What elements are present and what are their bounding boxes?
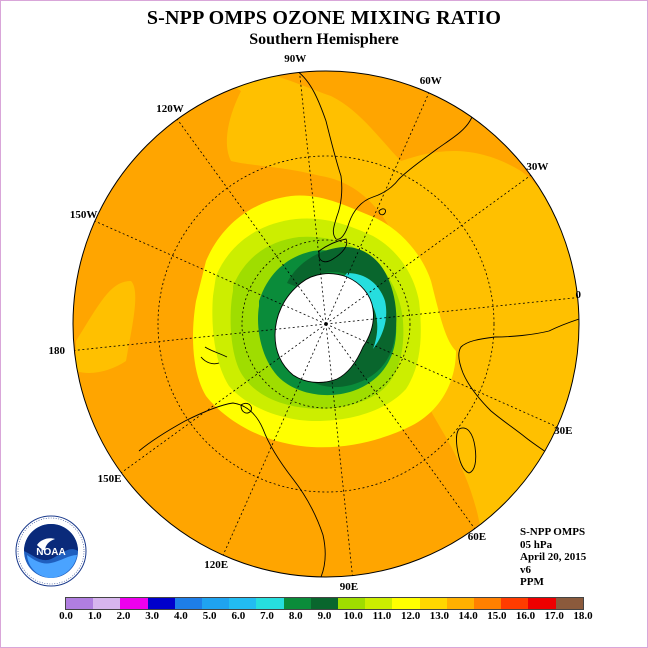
colorbar-segment xyxy=(392,598,420,609)
longitude-label: 60W xyxy=(419,74,442,87)
longitude-label: 90W xyxy=(284,53,307,66)
colorbar-tick-label: 12.0 xyxy=(401,610,421,622)
colorbar-segment xyxy=(229,598,257,609)
colorbar-segment xyxy=(446,598,475,609)
antarctica-landmass xyxy=(275,273,374,383)
colorbar-segment xyxy=(338,598,366,609)
colorbar-tick-label: 0.0 xyxy=(59,610,73,622)
meridian-line xyxy=(325,323,476,529)
madagascar-coast xyxy=(455,427,477,474)
australia-coast xyxy=(138,402,326,577)
colorbar-segment xyxy=(474,598,502,609)
meridian-line xyxy=(325,174,531,325)
longitude-label: 120E xyxy=(204,559,229,572)
ozone-band-7-8 xyxy=(341,273,387,349)
colorbar-tick-label: 6.0 xyxy=(231,610,246,622)
tasmania-coast xyxy=(240,402,252,414)
meridian-line xyxy=(325,323,558,428)
colorbar-segment xyxy=(93,598,121,609)
meridian-line xyxy=(94,220,327,325)
colorbar-tick-label: 16.0 xyxy=(515,610,536,622)
colorbar-segment xyxy=(555,598,583,609)
antarctica-coast xyxy=(274,273,374,383)
colorbar-segment xyxy=(120,598,148,609)
chart-title: S-NPP OMPS OZONE MIXING RATIO xyxy=(146,7,502,29)
meridian-line xyxy=(325,92,430,325)
product-info: S-NPP OMPS 05 hPa April 20, 2015 v6 PPM xyxy=(520,526,586,589)
meridian-line xyxy=(176,119,327,325)
ozone-band-13-14-patch xyxy=(191,71,579,531)
colorbar-tick-label: 5.0 xyxy=(202,610,217,622)
noaa-logo-icon: NOAA xyxy=(15,515,87,587)
meridian-line xyxy=(299,72,327,325)
colorbar-tick-label: 18.0 xyxy=(573,610,593,622)
svg-text:NOAA: NOAA xyxy=(36,547,65,558)
colorbar xyxy=(65,597,584,610)
meridian-line xyxy=(325,323,353,576)
colorbar-segment xyxy=(174,598,203,609)
colorbar-tick-label: 3.0 xyxy=(145,610,160,622)
colorbar-segment xyxy=(66,598,94,609)
colorbar-segment xyxy=(365,598,393,609)
colorbar-segment xyxy=(310,598,339,609)
africa-coast xyxy=(458,318,579,458)
colorbar-tick-label: 11.0 xyxy=(372,610,392,622)
colorbar-tick-label: 13.0 xyxy=(429,610,449,622)
chart-subtitle: Southern Hemisphere xyxy=(249,31,399,48)
ozone-band-13-14-left xyxy=(76,281,136,373)
longitude-label: 180 xyxy=(48,344,65,357)
colorbar-tick-label: 4.0 xyxy=(174,610,188,622)
lat-circle-60s xyxy=(241,239,411,409)
meridian-line xyxy=(121,323,327,474)
colorbar-tick-label: 8.0 xyxy=(288,610,303,622)
colorbar-segment xyxy=(283,598,311,609)
longitude-label: 120W xyxy=(156,102,184,115)
units-label: PPM xyxy=(520,576,544,588)
colorbar-segment xyxy=(501,598,529,609)
longitude-label: 30W xyxy=(526,161,549,174)
colorbar-tick-label: 14.0 xyxy=(458,610,478,622)
meridians xyxy=(74,72,578,576)
lat-circle-30s xyxy=(157,155,495,493)
longitude-label: 150E xyxy=(97,472,122,485)
colorbar-segment xyxy=(419,598,447,609)
instrument-label: S-NPP OMPS xyxy=(520,526,586,538)
colorbar-segment xyxy=(202,598,230,609)
falklands-coast xyxy=(378,208,386,216)
longitude-label: 60E xyxy=(467,531,487,544)
version-label: v6 xyxy=(520,563,531,576)
new-zealand-coast xyxy=(200,346,228,365)
map-border xyxy=(72,70,580,578)
pressure-label: 05 hPa xyxy=(520,538,553,551)
colorbar-tick-label: 10.0 xyxy=(343,610,363,622)
meridian-line xyxy=(74,323,327,351)
colorbar-tick-label: 17.0 xyxy=(544,610,564,622)
meridian-line xyxy=(325,297,578,325)
colorbar-segment xyxy=(528,598,556,609)
longitude-label: 0 xyxy=(575,289,582,302)
meridian-line xyxy=(222,323,327,556)
graticule xyxy=(74,72,578,576)
colorbar-segment xyxy=(147,598,175,609)
colorbar-tick-label: 7.0 xyxy=(260,610,274,622)
colorbar-tick-label: 9.0 xyxy=(317,610,332,622)
longitude-label: 30E xyxy=(554,424,573,437)
colorbar-tick-label: 15.0 xyxy=(487,610,507,622)
colorbar-tick-label: 2.0 xyxy=(116,610,131,622)
date-label: April 20, 2015 xyxy=(520,551,587,563)
map-disk xyxy=(73,71,579,577)
longitude-label: 150W xyxy=(69,209,98,222)
colorbar-tick-label: 1.0 xyxy=(87,610,102,622)
antarctic-peninsula xyxy=(318,238,348,263)
colorbar-segment xyxy=(256,598,284,609)
longitude-label: 90E xyxy=(339,580,359,593)
